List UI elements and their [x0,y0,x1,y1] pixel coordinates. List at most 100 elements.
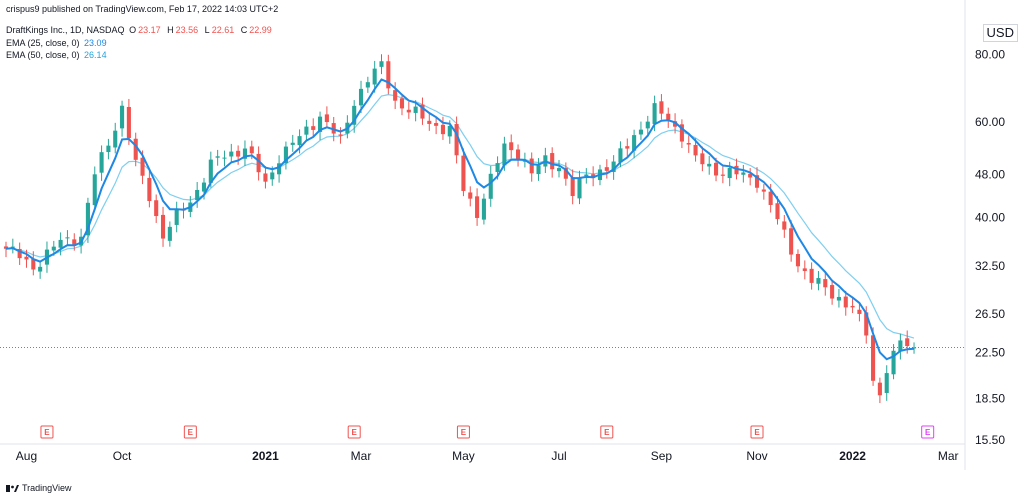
earnings-marker-box [921,425,935,439]
candle-body [577,177,582,199]
candle-body [290,142,295,145]
candle-body [365,82,370,88]
candle-body [406,109,411,113]
price-tick-label: 60.00 [975,115,1005,129]
candle-body [386,61,391,89]
ema25-line [5,78,915,361]
earnings-marker: E [347,425,361,439]
candle-body [516,149,521,160]
candle-body [734,165,739,175]
candle-body [201,182,207,192]
candle-body [99,152,104,173]
candle-body [584,174,589,177]
ema50-line [5,93,915,339]
candle-body [120,105,125,129]
candle-body [270,172,275,180]
time-axis: Aug Oct 2021 Mar May Jul Sep Nov 2022 Mar [16,449,959,463]
candle-body [17,248,22,259]
candle-body [222,157,227,159]
candle-body [208,159,213,183]
candle-body [632,135,637,151]
candle-body [686,143,691,145]
candle-body [488,173,493,199]
ema50-legend[interactable]: EMA (50, close, 0) 26.14 [6,50,109,61]
candle-body [522,160,527,162]
earnings-marker-label: E [188,428,194,437]
candle-body [905,338,910,347]
earnings-marker-label: E [925,428,931,437]
price-tick-label: 26.50 [975,307,1005,321]
candle-body [481,198,486,220]
candle-body [857,309,862,314]
candle-body [604,167,609,171]
candle-body [468,192,473,199]
earnings-marker: E [921,425,935,439]
candle-body [427,120,432,124]
candle-body [809,268,814,283]
candle-body [877,382,882,396]
candle-body [24,256,29,260]
candle-body [850,305,855,308]
currency-badge[interactable]: USD [982,24,1018,42]
candle-body [420,104,425,119]
candle-body [679,124,684,142]
earnings-marker-box [347,425,361,439]
earnings-marker-label: E [44,428,50,437]
candle-body [297,136,302,146]
time-tick-label: Jul [551,449,566,463]
candle-body [447,126,452,137]
candle-body [529,158,534,174]
candle-body [556,168,562,172]
candle-body [454,124,459,156]
candle-body [898,340,903,352]
candle-body [106,145,111,153]
candle-body [550,153,555,170]
brand-name: TradingView [22,483,72,493]
candle-body [638,129,643,135]
candle-body [318,116,323,132]
time-tick-label: Mar [351,449,372,463]
published-caption: crispus9 published on TradingView.com, F… [6,4,279,14]
candle-body [85,202,90,236]
ohlc-low: L 22.61 [204,25,235,35]
earnings-marker-box [600,425,614,439]
candle-body [693,144,698,156]
candle-body [625,146,630,149]
ohlc-high: H 23.56 [167,25,199,35]
candle-body [864,312,869,336]
candle-body [338,134,343,136]
price-axis: 80.00 60.00 48.00 40.00 32.50 26.50 22.50 18.50… [975,48,1005,447]
candle-body [775,203,780,220]
candle-body [229,151,234,157]
candle-body [167,226,172,241]
ema25-value: 23.09 [84,38,107,48]
candle-body [502,143,507,166]
ema25-label: EMA (25, close, 0) [6,38,80,48]
tradingview-brand[interactable]: TradingView [6,483,72,493]
candle-body [700,153,705,165]
time-tick-label: May [452,449,475,463]
ema25-legend[interactable]: EMA (25, close, 0) 23.09 [6,38,109,49]
candle-body [536,165,541,175]
ohlc-open: O 23.17 [129,25,161,35]
candle-body [611,161,616,172]
candle-body [38,266,43,272]
candle-body [133,138,138,160]
earnings-marker: E [183,425,197,439]
earnings-marker-box [183,425,197,439]
time-tick-label: 2022 [839,449,866,463]
candle-body [3,246,9,249]
earnings-marker: E [456,425,470,439]
candle-body [782,221,787,230]
candle-body [160,214,166,239]
earnings-marker-label: E [352,428,358,437]
time-tick-label: 2021 [252,449,279,463]
earnings-marker-label: E [604,428,610,437]
candle-body [884,373,889,393]
candle-body [195,189,200,201]
candle-body [843,296,848,308]
candle-body [761,189,766,192]
price-tick-label: 18.50 [975,391,1005,405]
candle-body [154,200,159,217]
